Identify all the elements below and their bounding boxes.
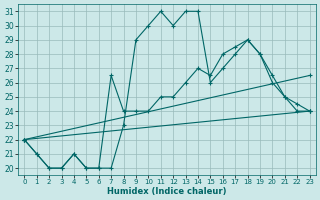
- X-axis label: Humidex (Indice chaleur): Humidex (Indice chaleur): [107, 187, 227, 196]
